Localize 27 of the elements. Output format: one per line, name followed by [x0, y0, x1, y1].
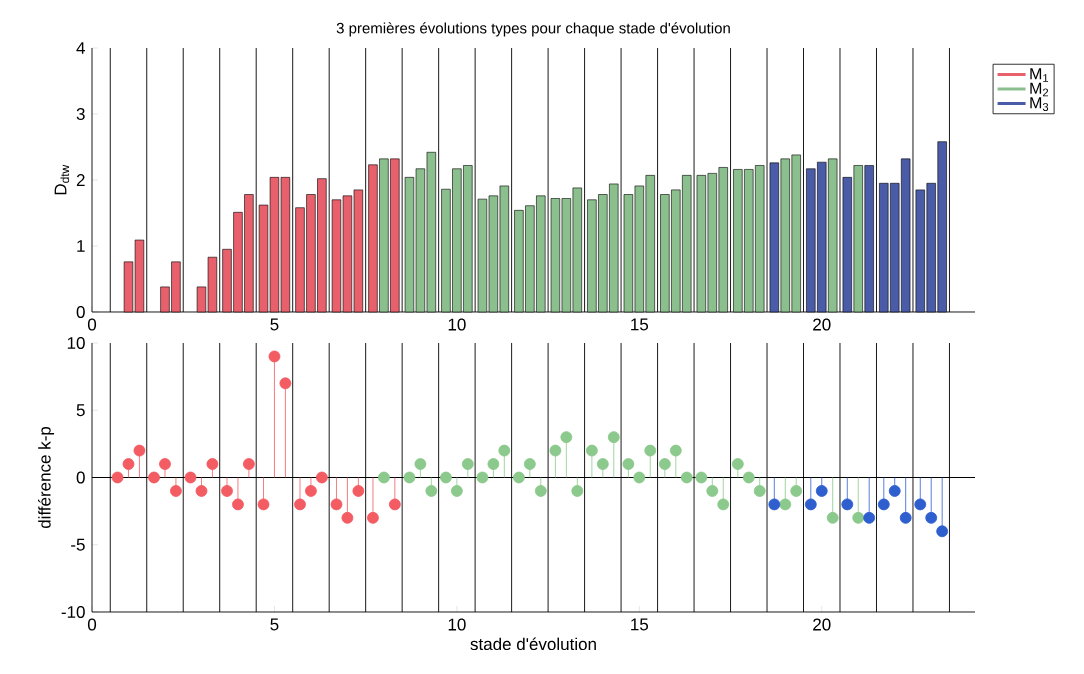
legend-label: M$_{3}$	[1030, 97, 1049, 111]
y-tick-label: 0	[76, 305, 85, 319]
y-tick-label: -5	[71, 538, 85, 551]
y-tick-label: 0	[76, 471, 85, 484]
x-tick-label: 20	[813, 618, 831, 631]
y-tick-label: 5	[76, 404, 85, 417]
chart-title: 3 premières évolutions types pour chaque stade d'évolution	[336, 22, 730, 37]
x-tick-label: 10	[448, 318, 466, 331]
y-axis-title: différence k-p	[38, 426, 55, 529]
x-tick-label: 15	[631, 318, 649, 331]
x-tick-label: 5	[270, 318, 279, 331]
x-tick-label: 5	[270, 618, 279, 631]
y-tick-label: 3	[76, 107, 85, 121]
legend-label: M$_{2}$	[1030, 82, 1049, 97]
x-tick-label: 0	[87, 318, 97, 331]
x-axis-title: stade d'évolution	[470, 637, 596, 651]
y-axis-title: D$_{dtw}$	[54, 164, 70, 195]
x-tick-label: 20	[813, 318, 831, 331]
y-tick-label: 10	[67, 336, 85, 350]
y-tick-label: -10	[61, 605, 85, 619]
y-tick-label: 1	[77, 240, 85, 252]
y-tick-label: 4	[76, 42, 85, 54]
legend-label: M$_{1}$	[1030, 68, 1049, 82]
y-tick-label: 2	[76, 174, 85, 186]
x-tick-label: 15	[631, 618, 649, 631]
x-tick-label: 10	[448, 618, 466, 631]
x-tick-label: 0	[87, 618, 97, 631]
